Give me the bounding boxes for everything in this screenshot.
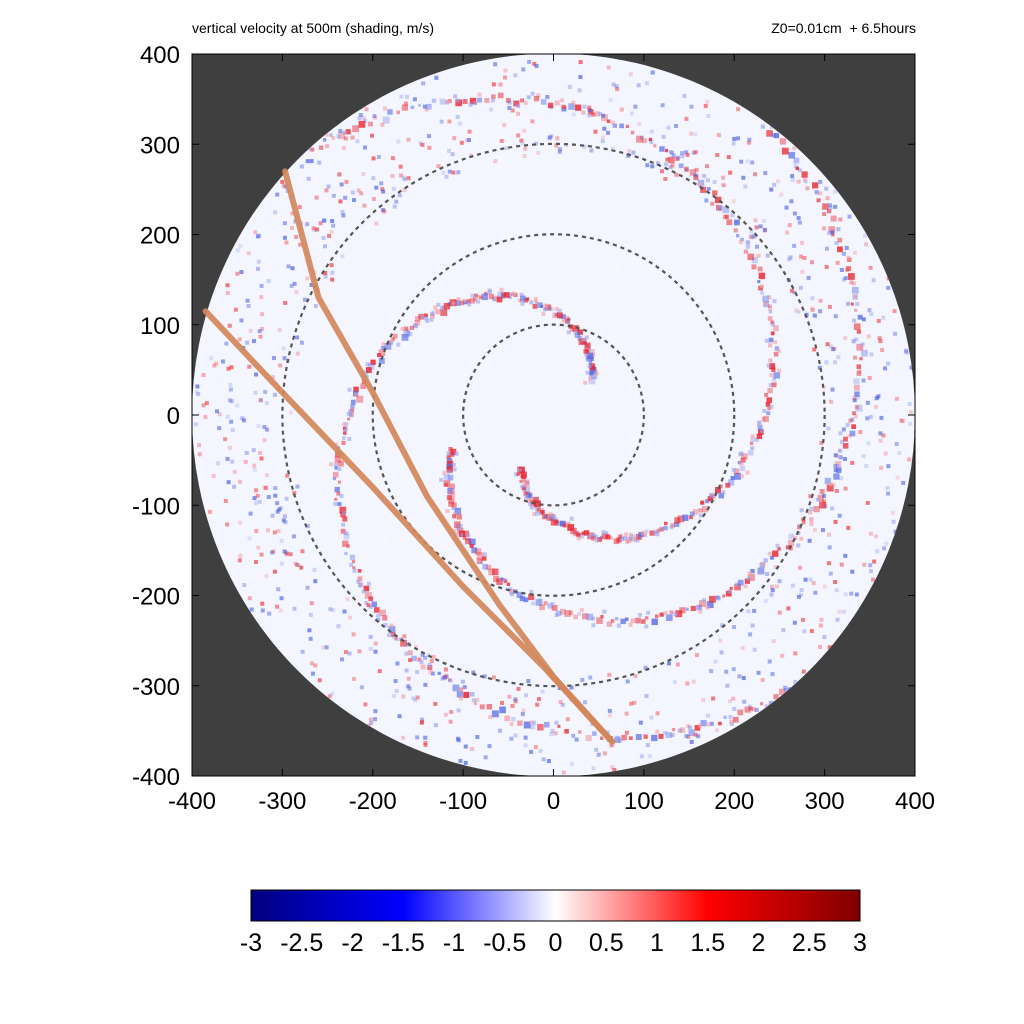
x-tick-label: -300 xyxy=(258,788,306,815)
reference-circle-r100 xyxy=(462,323,645,507)
colorbar-tick-label: -0.5 xyxy=(483,929,526,957)
y-tick-label: 200 xyxy=(140,223,180,250)
rainband-speckle xyxy=(193,59,915,775)
colorbar-tick-label: 0.5 xyxy=(589,929,624,957)
x-tick-label: -100 xyxy=(439,788,487,815)
storm-track-2 xyxy=(202,308,616,745)
y-tick-label: -300 xyxy=(132,674,180,701)
colorbar xyxy=(250,889,861,922)
colorbar-tick-label: -2.5 xyxy=(280,929,323,957)
y-tick-label: 300 xyxy=(140,132,180,159)
chart-subtitle: Z0=0.01cm + 6.5hours xyxy=(771,20,916,36)
y-tick-label: 400 xyxy=(140,42,180,69)
field-texture xyxy=(192,54,915,776)
colorbar-tick-label: 2.5 xyxy=(792,929,827,957)
reference-circle-r300 xyxy=(281,142,826,688)
y-tick-label: -400 xyxy=(132,764,180,791)
y-tick-label: -200 xyxy=(132,584,180,611)
colorbar-tick-label: -2 xyxy=(341,929,363,957)
colorbar-tick-label: 0 xyxy=(549,929,563,957)
colorbar-tick-label: -1.5 xyxy=(382,929,425,957)
y-tick-label: -100 xyxy=(132,493,180,520)
colorbar-tick-label: 1 xyxy=(650,929,664,957)
x-tick-label: 0 xyxy=(547,788,560,815)
velocity-field xyxy=(192,54,915,776)
colorbar-tick-label: -3 xyxy=(240,929,262,957)
reference-circle-r200 xyxy=(371,233,736,597)
colorbar-tick-label: 2 xyxy=(752,929,766,957)
x-tick-label: 400 xyxy=(895,788,935,815)
x-tick-label: -400 xyxy=(168,788,216,815)
y-tick-label: 100 xyxy=(140,313,180,340)
x-tick-label: 300 xyxy=(805,788,845,815)
colorbar-tick-label: -1 xyxy=(443,929,465,957)
y-tick-label: 0 xyxy=(167,403,180,430)
x-tick-label: 100 xyxy=(624,788,664,815)
chart-title: vertical velocity at 500m (shading, m/s) xyxy=(192,20,434,36)
x-tick-label: 200 xyxy=(714,788,754,815)
x-tick-label: -200 xyxy=(349,788,397,815)
colorbar-tick-label: 3 xyxy=(853,929,867,957)
colorbar-tick-label: 1.5 xyxy=(690,929,725,957)
